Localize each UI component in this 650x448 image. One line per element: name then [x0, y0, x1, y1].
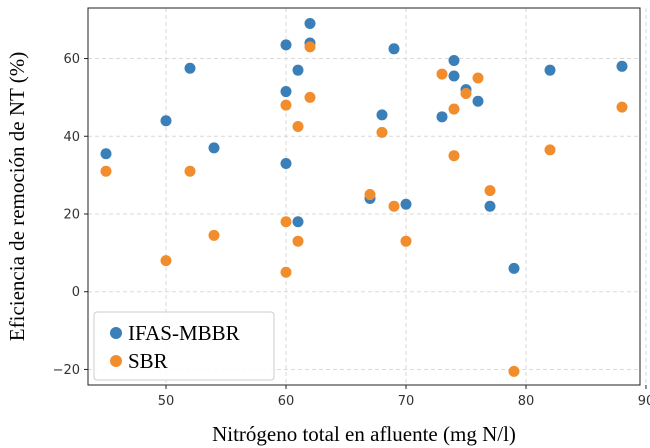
point-ifas-mbbr [508, 262, 520, 274]
point-sbr [304, 91, 316, 103]
point-sbr [472, 72, 484, 84]
point-ifas-mbbr [436, 111, 448, 123]
point-ifas-mbbr [616, 60, 628, 72]
y-tick-label: −20 [53, 363, 80, 378]
point-sbr [436, 68, 448, 80]
data-points [100, 18, 628, 377]
legend: IFAS-MBBR SBR [93, 311, 275, 381]
point-ifas-mbbr [100, 148, 112, 160]
point-ifas-mbbr [544, 64, 556, 76]
point-sbr [160, 255, 172, 267]
point-sbr [184, 165, 196, 177]
point-sbr [280, 266, 292, 278]
x-tick-label: 90 [638, 394, 650, 409]
x-axis-label: Nitrógeno total en afluente (mg N/l) [212, 422, 516, 446]
point-ifas-mbbr [400, 198, 412, 210]
point-sbr [292, 121, 304, 133]
point-sbr [460, 88, 472, 100]
point-sbr [616, 101, 628, 113]
point-ifas-mbbr [280, 157, 292, 169]
point-sbr [280, 99, 292, 111]
point-sbr [208, 229, 220, 241]
point-ifas-mbbr [280, 86, 292, 98]
point-sbr [364, 189, 376, 201]
point-ifas-mbbr [292, 216, 304, 228]
point-sbr [400, 235, 412, 247]
point-ifas-mbbr [448, 70, 460, 82]
legend-label-ifas-mbbr: IFAS-MBBR [128, 321, 240, 345]
point-sbr [544, 144, 556, 156]
point-sbr [484, 185, 496, 197]
x-tick-label: 60 [278, 394, 295, 409]
x-tick-label: 70 [398, 394, 415, 409]
legend-box [93, 311, 275, 381]
x-tick-label: 50 [158, 394, 175, 409]
point-sbr [304, 41, 316, 53]
point-ifas-mbbr [280, 39, 292, 51]
y-tick-label: 60 [63, 52, 80, 67]
point-ifas-mbbr [208, 142, 220, 154]
point-ifas-mbbr [484, 200, 496, 212]
y-tick-label: 40 [63, 130, 80, 145]
point-ifas-mbbr [376, 109, 388, 121]
point-ifas-mbbr [292, 64, 304, 76]
legend-marker-sbr [110, 355, 122, 367]
y-axis-label: Eficiencia de remoción de NT (%) [5, 52, 29, 341]
point-ifas-mbbr [184, 62, 196, 74]
tick-labels: 50 60 70 80 90 −20 0 20 40 60 [53, 52, 650, 409]
point-sbr [508, 365, 520, 377]
point-ifas-mbbr [388, 43, 400, 55]
point-sbr [292, 235, 304, 247]
legend-label-sbr: SBR [128, 349, 168, 373]
point-ifas-mbbr [304, 18, 316, 30]
point-sbr [100, 165, 112, 177]
y-tick-label: 20 [63, 207, 80, 222]
point-ifas-mbbr [472, 95, 484, 107]
x-tick-label: 80 [518, 394, 535, 409]
y-tick-label: 0 [72, 285, 80, 300]
point-sbr [448, 103, 460, 115]
point-ifas-mbbr [160, 115, 172, 127]
legend-marker-ifas-mbbr [110, 327, 122, 339]
point-sbr [376, 126, 388, 138]
point-sbr [280, 216, 292, 228]
point-ifas-mbbr [448, 54, 460, 66]
point-sbr [448, 150, 460, 162]
plot-frame [87, 7, 641, 386]
point-sbr [388, 200, 400, 212]
